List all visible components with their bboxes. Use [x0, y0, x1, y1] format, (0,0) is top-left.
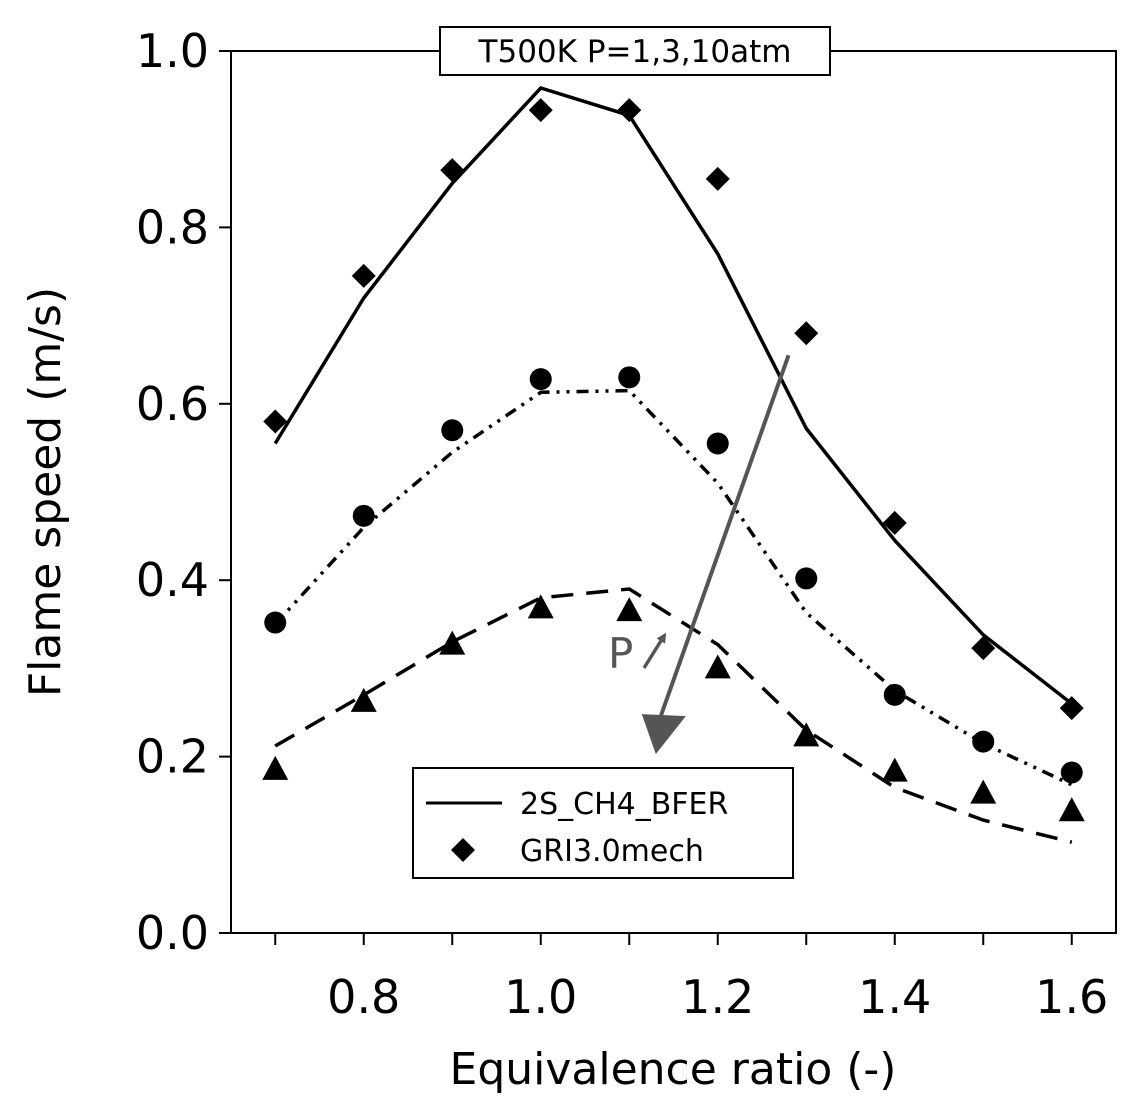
pressure-arrow-shaft [653, 354, 791, 731]
pressure-label: P [608, 629, 633, 678]
legend: 2S_CH4_BFER GRI3.0mech [412, 767, 794, 879]
y-tick-label: 0.4 [136, 553, 209, 607]
series-3-triangle-point [704, 654, 731, 679]
series-1-line [273, 86, 1073, 706]
model-lines [273, 86, 1073, 844]
series-1-diamond-point [263, 409, 288, 434]
series-1-diamond-point [617, 98, 642, 123]
series-1-diamond-point [351, 263, 376, 288]
series-1-diamond-point [440, 158, 465, 183]
series-1-diamond-point [882, 510, 907, 535]
series-3-triangle-point [881, 757, 908, 782]
y-tick-label: 0.2 [136, 730, 209, 784]
series-3-triangle-point [350, 687, 377, 712]
series-1-diamond-point [528, 98, 553, 123]
series-2-circle-point [1060, 761, 1083, 784]
y-axis-title: Flame speed (m/s) [20, 287, 71, 697]
x-axis-title: Equivalence ratio (-) [450, 1044, 897, 1095]
series-1-diamond-point [705, 166, 730, 191]
series-3-triangle-point [439, 630, 466, 655]
x-tick-label: 1.4 [858, 970, 931, 1024]
pressure-annotation: P [608, 354, 791, 755]
series-1-diamond-point [1059, 696, 1084, 721]
series-3-triangle-point [1058, 797, 1085, 822]
series-1-diamond-point [794, 321, 819, 346]
y-tick-label: 0.6 [136, 377, 209, 431]
series-2-circle-point [529, 368, 552, 391]
reference-points [262, 98, 1085, 822]
pressure-arrowhead [641, 714, 686, 755]
series-2-circle-point [795, 567, 818, 590]
title-box [439, 26, 831, 76]
pressure-label-arrow [642, 632, 667, 669]
ticks: 0.0 0.2 0.4 0.6 0.8 1.0 0.8 1.0 1.2 1.4 1.6 [136, 24, 1108, 1024]
series-3-triangle-point [262, 755, 289, 780]
y-tick-label: 0.0 [136, 906, 209, 960]
x-tick-label: 0.8 [327, 970, 400, 1024]
series-3-triangle-point [527, 594, 554, 619]
series-3-line [274, 587, 1073, 844]
x-tick-label: 1.6 [1035, 970, 1108, 1024]
series-2-circle-point [706, 432, 729, 455]
series-3-triangle-point [793, 722, 820, 747]
legend-label-model: 2S_CH4_BFER [520, 787, 728, 822]
x-tick-label: 1.0 [504, 970, 577, 1024]
chart-title: T500K P=1,3,10atm [478, 34, 792, 70]
legend-diamond-swatch [451, 838, 475, 862]
series-3-triangle-point [970, 779, 997, 804]
series-2-circle-point [352, 504, 375, 527]
series-2-circle-point [264, 611, 287, 634]
series-2-circle-point [972, 730, 995, 753]
x-tick-label: 1.2 [681, 970, 754, 1024]
y-tick-label: 0.8 [136, 200, 209, 254]
series-2-circle-point [441, 419, 464, 442]
legend-box [412, 767, 794, 879]
series-2-line [273, 388, 1073, 787]
legend-label-reference: GRI3.0mech [520, 834, 704, 869]
y-tick-label: 1.0 [136, 24, 209, 78]
series-1-diamond-point [971, 636, 996, 661]
series-2-circle-point [883, 683, 906, 706]
series-3-triangle-point [616, 597, 643, 622]
series-2-circle-point [618, 366, 641, 389]
